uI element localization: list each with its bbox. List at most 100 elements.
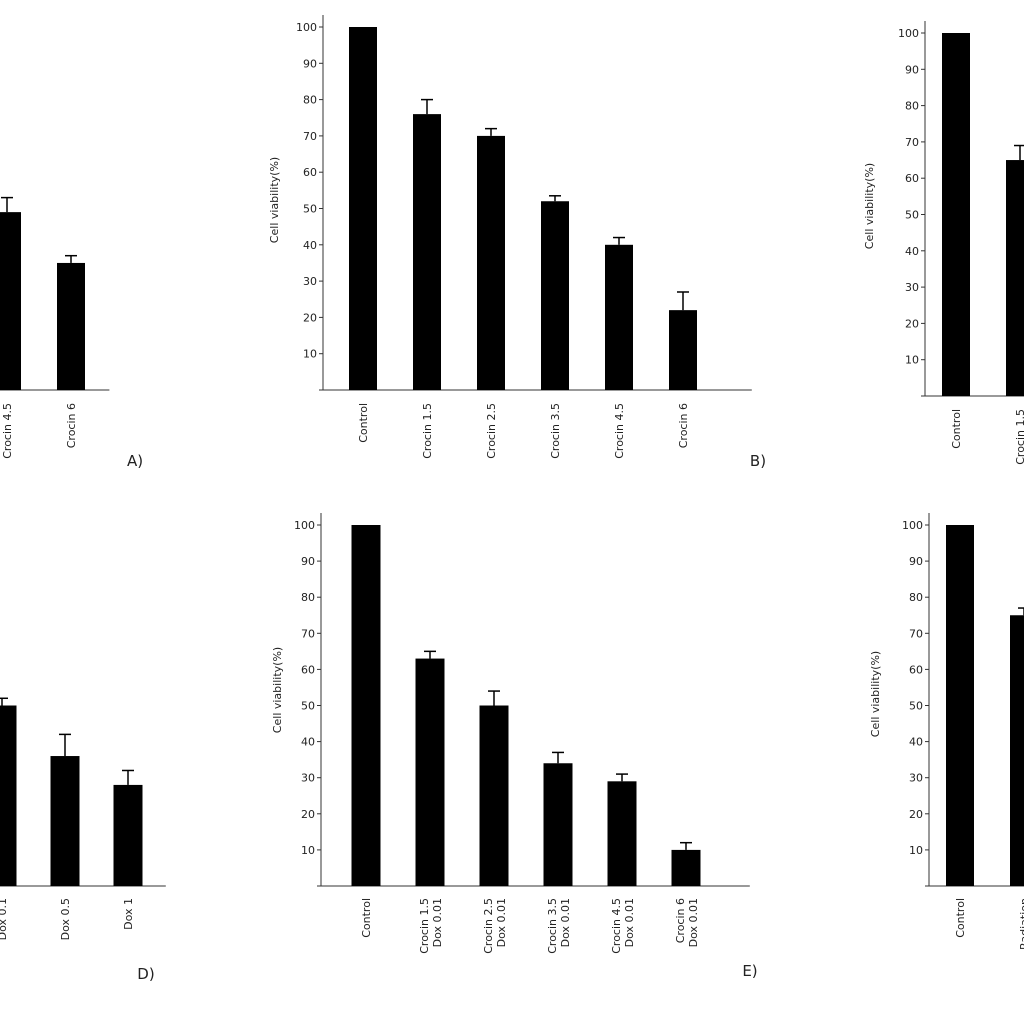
panel-e-y-tick-label: 100 <box>294 519 315 532</box>
panel-c-y-tick-label: 30 <box>905 281 919 294</box>
panel-b-y-tick-label: 90 <box>303 57 317 70</box>
panel-e-bar <box>351 525 381 886</box>
panel-b-category-label: Crocin 3.5 <box>549 403 562 459</box>
panel-c-y-tick-label: 90 <box>905 63 919 76</box>
panel-b-y-tick-label: 30 <box>303 275 317 288</box>
panel-b-y-tick-label: 60 <box>303 166 317 179</box>
panel-b-category-label: Control <box>357 403 370 443</box>
panel-e-bar <box>543 763 573 886</box>
panel-d-bar <box>113 784 143 886</box>
panel-d-chart: Dox 0.1 Dox 0.5 Dox 1 D) <box>0 697 166 983</box>
panel-a-bar <box>0 212 21 390</box>
panel-a-category-label-line: Crocin 6 <box>65 403 78 448</box>
panel-c-y-tick-label: 80 <box>905 100 919 113</box>
panel-e-y-tick-label: 30 <box>301 772 315 785</box>
panel-b-bar <box>413 114 441 391</box>
panel-a-category-label: Crocin 4.5 <box>1 403 14 459</box>
panel-b-y-tick-label: 50 <box>303 203 317 216</box>
panel-b-y-tick-label: 80 <box>303 94 317 107</box>
panel-f-y-tick-label: 10 <box>909 844 923 857</box>
panel-c-category-label: Crocin 1.5 <box>1014 409 1024 465</box>
panel-d-panel-label: D) <box>137 965 154 983</box>
panel-d-category-label-line: Dox 0.5 <box>59 898 72 940</box>
panel-f-y-tick-label: 70 <box>909 627 923 640</box>
panel-e-y-tick-label: 60 <box>301 663 315 676</box>
panel-d-category-label: Dox 1 <box>122 898 135 930</box>
panel-f-category-label: Control <box>954 898 967 938</box>
panel-b-category-label-line: Control <box>357 403 370 443</box>
panel-b-y-tick-label: 40 <box>303 239 317 252</box>
panel-e-category-label-line: Dox 0.01 <box>495 898 508 947</box>
panel-e-y-tick-label: 20 <box>301 808 315 821</box>
panel-e-category-label: Control <box>360 898 373 938</box>
panel-e-category-label-line: Dox 0.01 <box>559 898 572 947</box>
panel-f-y-tick-label: 100 <box>902 519 923 532</box>
panel-f-y-tick-label: 50 <box>909 700 923 713</box>
panel-b-category-label: Crocin 2.5 <box>485 403 498 459</box>
panel-a-panel-label: A) <box>127 452 143 470</box>
panel-b-bar <box>349 27 377 390</box>
panel-e-category-label-line: Control <box>360 898 373 938</box>
panel-b-y-tick-label: 100 <box>296 21 317 34</box>
panel-f-y-tick-label: 40 <box>909 736 923 749</box>
panel-b-category-label: Crocin 1.5 <box>421 403 434 459</box>
panel-d-category-label-line: Dox 1 <box>122 898 135 930</box>
panel-f-category-label-line: Control <box>954 898 967 938</box>
panel-e-y-tick-label: 50 <box>301 700 315 713</box>
panel-c-y-axis-title: Cell viability(%) <box>863 163 876 249</box>
panel-a-chart: Crocin 4.5 Crocin 6 A) <box>0 196 143 470</box>
panel-b-bar <box>477 135 505 390</box>
panel-e-category-label-line: Crocin 6 <box>674 898 687 943</box>
panel-c-y-tick-label: 40 <box>905 245 919 258</box>
panel-a-bar <box>57 262 85 390</box>
panel-e-category-label: Crocin 1.5Dox 0.01 <box>418 898 444 954</box>
panel-f-bar <box>946 525 974 886</box>
panel-b-y-axis-title: Cell viability(%) <box>268 157 281 243</box>
panel-e-category-label-line: Dox 0.01 <box>687 898 700 947</box>
panel-b-category-label: Crocin 6 <box>677 403 690 448</box>
panel-c-y-tick-label: 70 <box>905 136 919 149</box>
panel-b-panel-label: B) <box>750 452 766 470</box>
panel-e-y-tick-label: 40 <box>301 736 315 749</box>
panel-f-y-axis-title: Cell viability(%) <box>869 651 882 737</box>
panel-f-chart: 10 20 30 40 50 60 70 80 90 100 Cell viability(%) Co… <box>869 513 1024 950</box>
panel-f-category-label: Radiation <box>1018 898 1024 950</box>
panel-e-bar <box>607 781 637 886</box>
panel-e-bar <box>479 705 509 886</box>
panel-e-y-tick-label: 90 <box>301 555 315 568</box>
panel-e-category-label-line: Crocin 3.5 <box>546 898 559 954</box>
panel-c-y-tick-label: 100 <box>898 27 919 40</box>
panel-e-category-label: Crocin 6Dox 0.01 <box>674 898 700 947</box>
panel-b-bar <box>669 310 697 390</box>
panel-c-y-tick-label: 60 <box>905 172 919 185</box>
panel-f-y-tick-label: 60 <box>909 663 923 676</box>
panel-e-category-label: Crocin 3.5Dox 0.01 <box>546 898 572 954</box>
panel-b-bar <box>541 201 569 390</box>
panel-c-y-tick-label: 50 <box>905 209 919 222</box>
panel-e-category-label-line: Dox 0.01 <box>431 898 444 947</box>
panel-e-category-label: Crocin 2.5Dox 0.01 <box>482 898 508 954</box>
panel-b-bar <box>605 244 633 390</box>
panel-b-y-tick-label: 20 <box>303 311 317 324</box>
panel-b-chart: 10 20 30 40 50 60 70 80 90 100 Cell viability(%) Co… <box>268 15 766 470</box>
panel-b-category-label: Crocin 4.5 <box>613 403 626 459</box>
panel-c-y-tick-label: 10 <box>905 354 919 367</box>
panel-b-category-label-line: Crocin 6 <box>677 403 690 448</box>
panel-c-category-label: Control <box>950 409 963 449</box>
panel-e-bar <box>671 849 701 886</box>
panel-e-chart: 10 20 30 40 50 60 70 80 90 100 Cell viability(%) Co… <box>271 513 758 980</box>
panel-f-y-tick-label: 20 <box>909 808 923 821</box>
panel-b-category-label-line: Crocin 4.5 <box>613 403 626 459</box>
panel-c-chart: 10 20 30 40 50 60 70 80 90 100 Cell viability(%) Co… <box>863 21 1024 465</box>
panel-e-y-axis-title: Cell viability(%) <box>271 647 284 733</box>
panel-e-category-label-line: Crocin 2.5 <box>482 898 495 954</box>
panel-e-category-label-line: Crocin 4.5 <box>610 898 623 954</box>
panel-d-bar <box>0 705 17 886</box>
panel-d-bar <box>50 756 80 886</box>
panel-a-category-label: Crocin 6 <box>65 403 78 448</box>
panel-e-y-tick-label: 10 <box>301 844 315 857</box>
panel-e-category-label-line: Dox 0.01 <box>623 898 636 947</box>
panel-f-bar <box>1010 615 1024 886</box>
panel-d-category-label-line: Dox 0.1 <box>0 898 9 940</box>
